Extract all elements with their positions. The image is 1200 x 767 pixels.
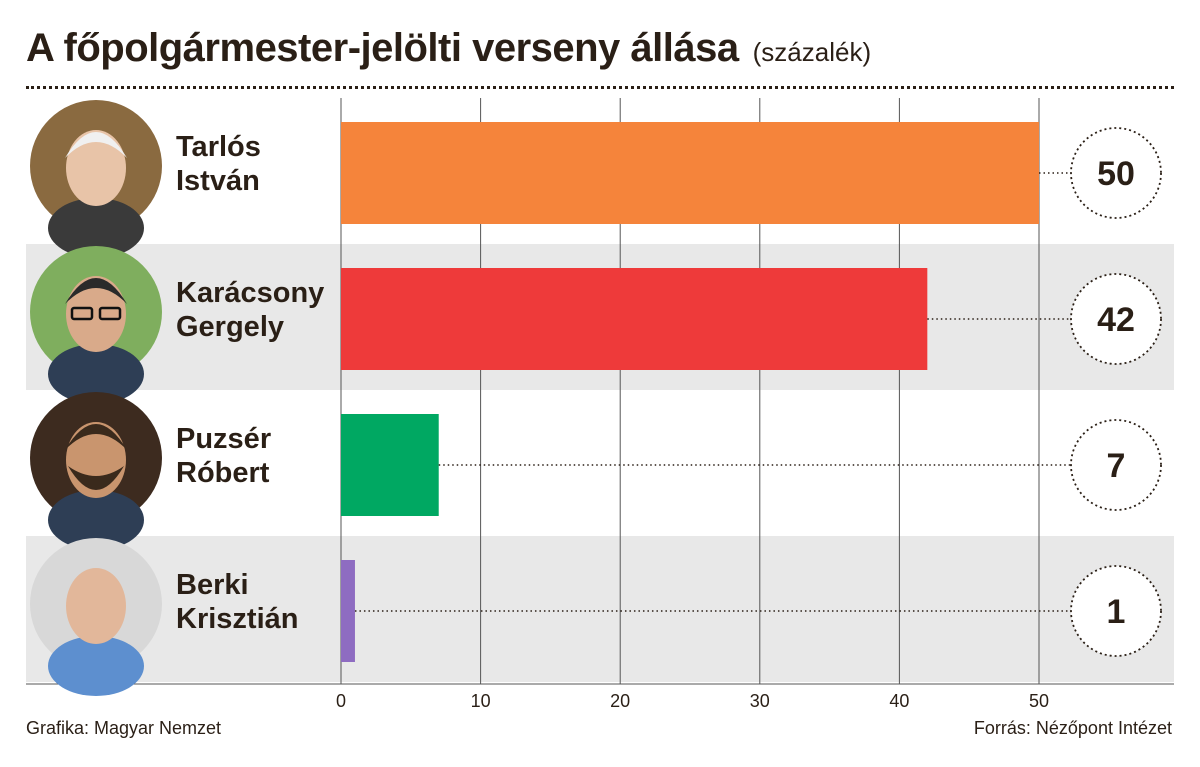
- portrait-karacsony-glasses: [70, 306, 94, 321]
- value-label: 42: [1097, 301, 1135, 339]
- chart-title-row: A főpolgármester-jelölti verseny állása …: [26, 26, 1176, 82]
- x-tick-label: 20: [610, 691, 630, 711]
- value-circle: [1070, 565, 1162, 657]
- value-circle: [1070, 419, 1162, 511]
- portrait-karacsony-face: [66, 276, 126, 352]
- source-credit: Forrás: Nézőpont Intézet: [973, 718, 1172, 738]
- row-background: [26, 390, 1174, 536]
- category-label: Tarlós: [176, 131, 261, 163]
- portrait-karacsony-shoulders: [48, 344, 144, 404]
- portrait-tarlos-face: [66, 130, 126, 206]
- bar: [341, 268, 928, 370]
- chart-subtitle: (százalék): [752, 37, 872, 67]
- x-tick-label: 30: [750, 691, 770, 711]
- x-tick-label: 50: [1029, 691, 1049, 711]
- category-label: Róbert: [176, 457, 270, 489]
- value-circle: [1070, 127, 1162, 219]
- x-tick-label: 10: [471, 691, 491, 711]
- portrait-tarlos-hair: [65, 132, 127, 158]
- value-circle: [1070, 273, 1162, 365]
- bar: [341, 414, 439, 516]
- value-label: 7: [1107, 447, 1126, 485]
- portrait-puzser-beard: [68, 466, 124, 490]
- bar: [341, 122, 1039, 224]
- category-label: Karácsony: [176, 277, 324, 309]
- portrait-tarlos-shoulders: [48, 198, 144, 258]
- category-label: István: [176, 165, 260, 197]
- portrait-berki-shoulders: [48, 636, 144, 696]
- graphic-credit: Grafika: Magyar Nemzet: [26, 718, 222, 738]
- category-label: Krisztián: [176, 603, 298, 635]
- x-tick-label: 40: [889, 691, 909, 711]
- row-background: [26, 536, 1174, 682]
- category-label: Gergely: [176, 311, 284, 343]
- portrait-puzser-hair: [65, 424, 127, 450]
- category-label: Puzsér: [176, 423, 271, 455]
- x-tick-label: 0: [336, 691, 346, 711]
- value-label: 1: [1107, 593, 1126, 631]
- title-divider: [26, 86, 1174, 89]
- bar: [341, 560, 355, 662]
- portrait-karacsony-hair: [65, 278, 127, 304]
- chart-title: A főpolgármester-jelölti verseny állása: [26, 26, 739, 70]
- portrait-berki-face: [66, 568, 126, 644]
- value-label: 50: [1097, 155, 1135, 193]
- portrait-puzser-shoulders: [48, 490, 144, 550]
- category-label: Berki: [176, 569, 249, 601]
- portrait-karacsony-glasses: [98, 306, 122, 321]
